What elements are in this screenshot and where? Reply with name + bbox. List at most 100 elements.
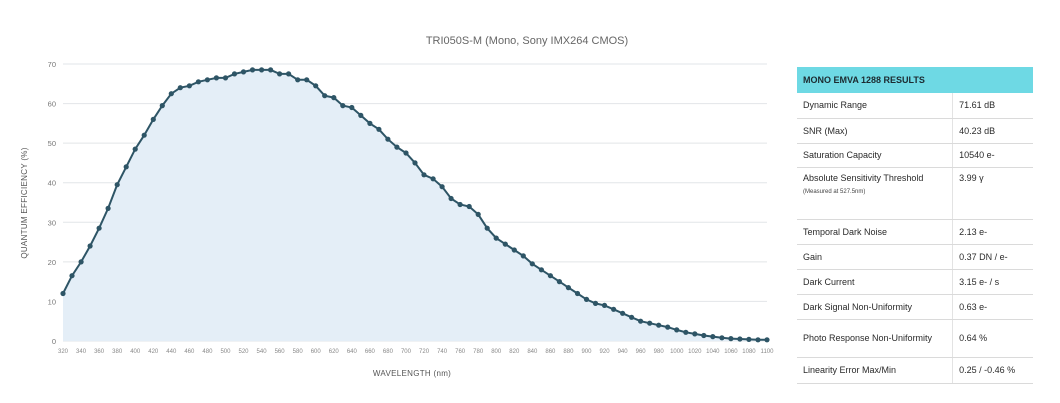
x-tick-label: 520 bbox=[239, 349, 250, 355]
param-label: SNR (Max) bbox=[797, 118, 954, 144]
table-row: Dark Current 3.15 e- / s bbox=[797, 269, 1033, 295]
param-label: Dynamic Range bbox=[797, 93, 954, 119]
x-tick-label: 680 bbox=[383, 349, 394, 355]
x-tick-label: 660 bbox=[365, 349, 376, 355]
data-point bbox=[502, 241, 508, 247]
table-row: Photo Response Non-Uniformity 0.64 % bbox=[797, 319, 1033, 358]
data-point bbox=[683, 329, 689, 335]
data-point bbox=[60, 290, 66, 297]
data-point bbox=[204, 77, 210, 83]
x-tick-label: 620 bbox=[329, 349, 340, 355]
y-tick-label: 50 bbox=[48, 139, 56, 148]
data-point bbox=[484, 225, 490, 231]
data-point bbox=[674, 327, 680, 333]
param-value: 71.61 dB bbox=[952, 93, 1033, 119]
data-point bbox=[195, 79, 201, 85]
x-tick-label: 760 bbox=[455, 349, 466, 355]
data-point bbox=[78, 259, 84, 265]
data-point bbox=[764, 337, 770, 343]
data-point bbox=[259, 67, 265, 73]
x-tick-label: 720 bbox=[419, 349, 430, 355]
data-point bbox=[538, 267, 545, 273]
y-tick-label: 30 bbox=[48, 218, 56, 227]
data-point bbox=[547, 273, 554, 279]
data-point bbox=[159, 103, 165, 109]
x-tick-label: 800 bbox=[491, 349, 502, 355]
param-value: 40.23 dB bbox=[952, 118, 1033, 144]
x-tick-label: 780 bbox=[473, 349, 484, 355]
data-point bbox=[620, 310, 626, 316]
data-point bbox=[728, 336, 734, 342]
data-point bbox=[592, 300, 599, 306]
param-label: Dark Current bbox=[797, 269, 954, 295]
x-tick-label: 980 bbox=[654, 349, 665, 355]
param-label: Saturation Capacity bbox=[797, 143, 954, 168]
data-point bbox=[493, 235, 499, 241]
table-row: Saturation Capacity 10540 e- bbox=[797, 143, 1033, 168]
x-tick-label: 900 bbox=[581, 349, 592, 355]
data-point bbox=[511, 247, 517, 253]
x-tick-label: 560 bbox=[275, 349, 286, 355]
table-row: Dynamic Range 71.61 dB bbox=[797, 93, 1033, 119]
data-point bbox=[385, 136, 391, 142]
x-tick-label: 920 bbox=[600, 349, 611, 355]
data-point bbox=[394, 144, 400, 150]
data-point bbox=[412, 160, 418, 166]
y-tick-label: 20 bbox=[48, 258, 56, 267]
data-point bbox=[611, 306, 617, 312]
x-tick-label: 840 bbox=[527, 349, 538, 355]
param-value: 0.25 / -0.46 % bbox=[952, 357, 1033, 384]
x-tick-label: 1040 bbox=[706, 349, 720, 355]
data-point bbox=[87, 243, 93, 249]
data-point bbox=[746, 336, 752, 342]
param-label: Dark Signal Non-Uniformity bbox=[797, 294, 954, 320]
param-label-multiline: Absolute Sensitivity Threshold (Measured… bbox=[797, 167, 954, 220]
param-value: 0.64 % bbox=[952, 319, 1033, 358]
data-point bbox=[96, 225, 102, 231]
x-tick-label: 820 bbox=[509, 349, 520, 355]
data-point bbox=[231, 71, 238, 77]
y-tick-label: 40 bbox=[48, 179, 56, 188]
param-value: 0.37 DN / e- bbox=[952, 244, 1033, 270]
x-tick-label: 1060 bbox=[724, 349, 738, 355]
data-point bbox=[755, 337, 761, 343]
data-point bbox=[574, 290, 581, 297]
data-point bbox=[367, 120, 373, 126]
data-point bbox=[349, 104, 355, 111]
data-point bbox=[213, 75, 219, 81]
x-tick-label: 1000 bbox=[670, 349, 684, 355]
data-point bbox=[313, 83, 319, 89]
x-tick-label: 380 bbox=[112, 349, 123, 355]
x-tick-label: 700 bbox=[401, 349, 412, 355]
param-label: Temporal Dark Noise bbox=[797, 219, 954, 245]
data-point bbox=[295, 77, 301, 83]
data-point bbox=[186, 83, 192, 89]
data-point bbox=[277, 71, 283, 77]
data-point bbox=[114, 182, 120, 188]
data-point bbox=[304, 77, 310, 83]
data-point bbox=[629, 314, 635, 320]
table-row: Gain 0.37 DN / e- bbox=[797, 244, 1033, 270]
data-point bbox=[376, 126, 382, 132]
data-point bbox=[556, 279, 563, 285]
data-point bbox=[583, 296, 590, 302]
data-point bbox=[439, 184, 445, 190]
param-value: 10540 e- bbox=[952, 143, 1033, 168]
param-value: 3.99 γ bbox=[952, 167, 1033, 220]
table-row: Absolute Sensitivity Threshold (Measured… bbox=[797, 167, 1033, 220]
data-point bbox=[268, 67, 274, 73]
table-header-row: MONO EMVA 1288 RESULTS bbox=[797, 67, 1033, 93]
x-tick-label: 740 bbox=[437, 349, 448, 355]
series-area bbox=[63, 69, 767, 342]
data-point bbox=[430, 176, 436, 182]
x-tick-label: 340 bbox=[76, 349, 87, 355]
data-point bbox=[665, 324, 671, 330]
param-value: 2.13 e- bbox=[952, 219, 1033, 245]
x-tick-label: 1020 bbox=[688, 349, 702, 355]
data-point bbox=[692, 331, 698, 337]
x-tick-label: 1100 bbox=[761, 349, 775, 355]
data-point bbox=[168, 91, 174, 97]
param-value: 0.63 e- bbox=[952, 294, 1033, 320]
x-tick-label: 600 bbox=[311, 349, 322, 355]
data-point bbox=[123, 164, 129, 170]
